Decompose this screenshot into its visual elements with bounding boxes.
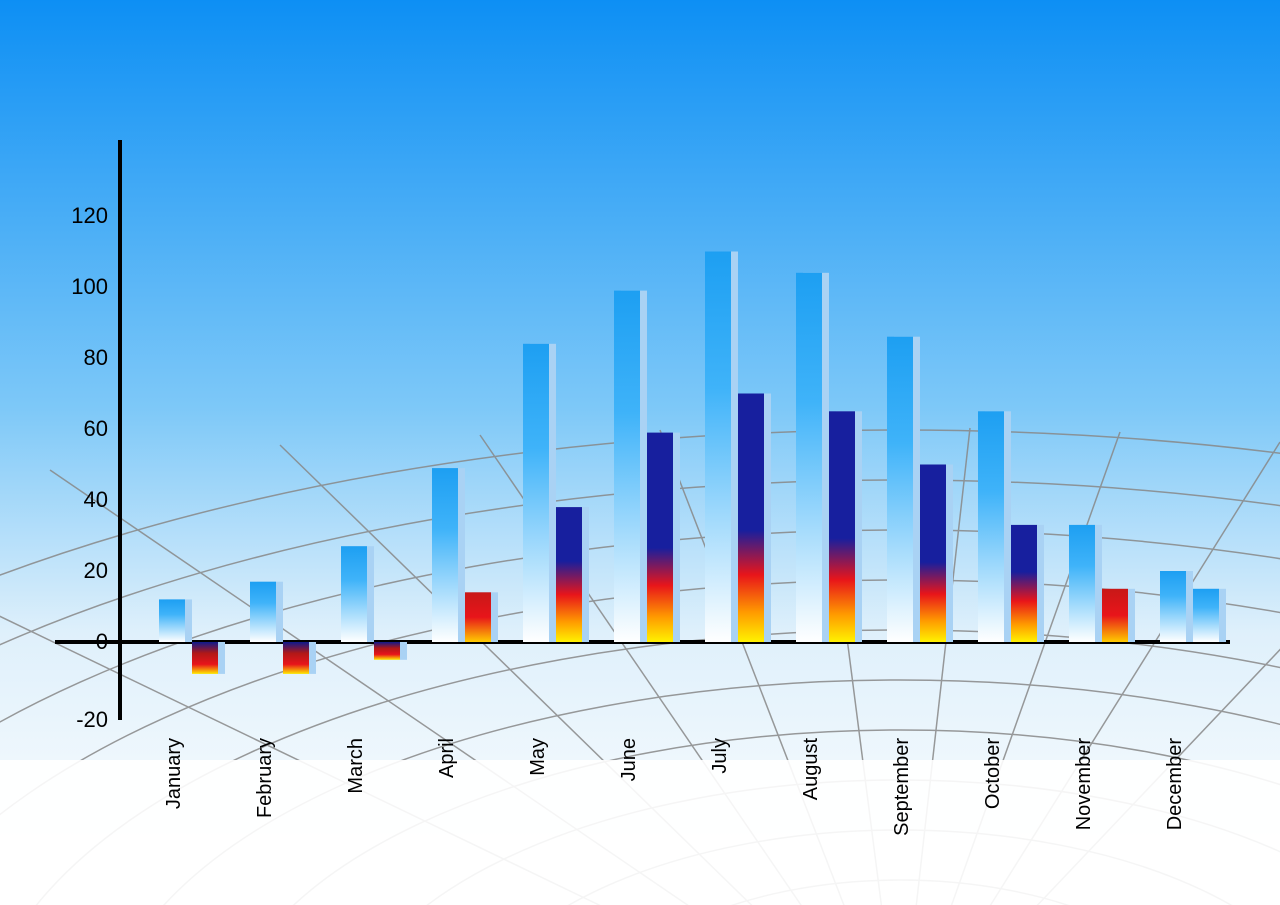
xlabel-july: July xyxy=(709,738,731,774)
bar-a xyxy=(614,291,640,642)
xlabel-august: August xyxy=(800,738,822,801)
bar-a xyxy=(978,411,1004,642)
chart-svg: -20 0 20 40 60 80 100 120 xyxy=(0,0,1280,905)
bar-a xyxy=(250,582,276,642)
xlabel-december: December xyxy=(1164,738,1186,831)
bar-a xyxy=(523,344,549,642)
bar-b xyxy=(647,433,673,642)
bar-a xyxy=(1160,571,1186,642)
ytick-20: 20 xyxy=(84,558,108,583)
bar-b xyxy=(374,642,400,660)
xlabel-april: April xyxy=(436,738,458,778)
bar-a xyxy=(796,273,822,642)
ytick-120: 120 xyxy=(71,203,108,228)
bar-a xyxy=(159,599,185,642)
bar-b xyxy=(1011,525,1037,642)
xlabel-june: June xyxy=(618,738,640,781)
monthly-chart: -20 0 20 40 60 80 100 120 xyxy=(0,0,1280,905)
bar-a xyxy=(887,337,913,642)
ytick-neg20: -20 xyxy=(76,707,108,732)
bar-b xyxy=(283,642,309,674)
bar-b xyxy=(738,394,764,643)
xlabel-may: May xyxy=(527,738,549,776)
bar-b xyxy=(1193,589,1219,642)
bar-b xyxy=(920,465,946,643)
xlabel-january: January xyxy=(163,738,185,809)
bar-a xyxy=(432,468,458,642)
xlabel-october: October xyxy=(982,738,1004,809)
bar-a xyxy=(1069,525,1095,642)
xlabel-february: February xyxy=(254,738,276,818)
bar-a xyxy=(341,546,367,642)
ytick-100: 100 xyxy=(71,274,108,299)
ytick-60: 60 xyxy=(84,416,108,441)
bar-b xyxy=(1102,589,1128,642)
bar-b xyxy=(556,507,582,642)
bar-b xyxy=(465,592,491,642)
xlabel-september: September xyxy=(891,738,913,836)
bar-b xyxy=(192,642,218,674)
bar-b xyxy=(829,411,855,642)
bar-a xyxy=(705,252,731,643)
ytick-80: 80 xyxy=(84,345,108,370)
ytick-40: 40 xyxy=(84,487,108,512)
xlabel-march: March xyxy=(345,738,367,794)
ytick-0: 0 xyxy=(96,629,108,654)
xlabel-november: November xyxy=(1073,738,1095,831)
